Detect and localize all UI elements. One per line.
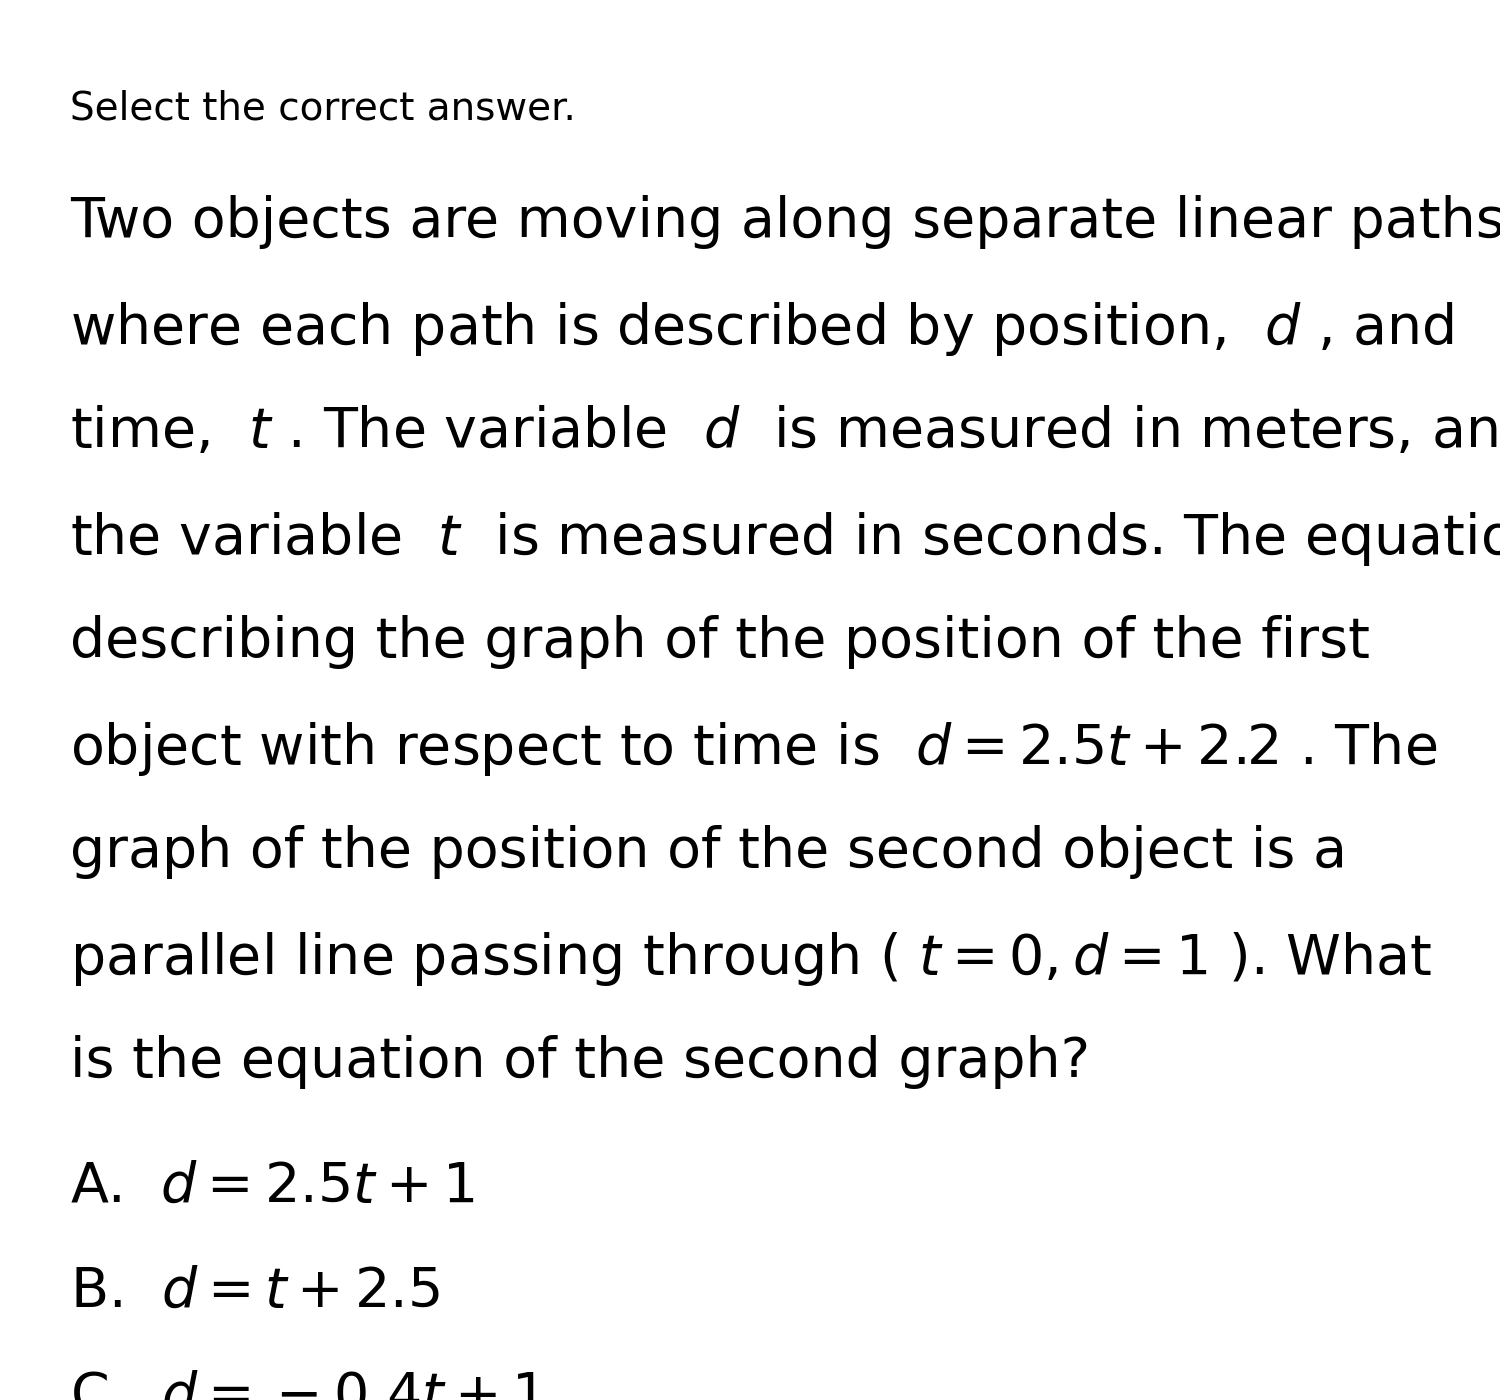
Text: where each path is described by position,  $d$ , and: where each path is described by position… <box>70 300 1454 358</box>
Text: object with respect to time is  $d = 2.5t + 2.2$ . The: object with respect to time is $d = 2.5t… <box>70 720 1437 778</box>
Text: C.  $d = -0.4t + 1$: C. $d = -0.4t + 1$ <box>70 1371 543 1400</box>
Text: describing the graph of the position of the first: describing the graph of the position of … <box>70 615 1370 669</box>
Text: Two objects are moving along separate linear paths: Two objects are moving along separate li… <box>70 195 1500 249</box>
Text: time,  $t$ . The variable  $d$  is measured in meters, and: time, $t$ . The variable $d$ is measured… <box>70 405 1500 459</box>
Text: is the equation of the second graph?: is the equation of the second graph? <box>70 1035 1090 1089</box>
Text: Select the correct answer.: Select the correct answer. <box>70 90 576 127</box>
Text: A.  $d = 2.5t + 1$: A. $d = 2.5t + 1$ <box>70 1161 474 1214</box>
Text: parallel line passing through ( $t = 0, d = 1$ ). What: parallel line passing through ( $t = 0, … <box>70 930 1432 988</box>
Text: graph of the position of the second object is a: graph of the position of the second obje… <box>70 825 1347 879</box>
Text: B.  $d = t + 2.5$: B. $d = t + 2.5$ <box>70 1266 440 1319</box>
Text: the variable  $t$  is measured in seconds. The equation: the variable $t$ is measured in seconds.… <box>70 510 1500 568</box>
